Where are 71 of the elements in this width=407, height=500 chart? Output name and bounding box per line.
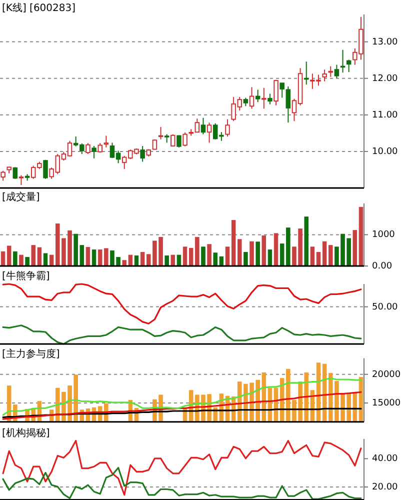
candlestick — [43, 159, 48, 180]
bar — [19, 254, 24, 266]
bar — [164, 255, 169, 266]
line-series — [2, 440, 362, 496]
line-series — [2, 378, 362, 416]
y-tick-label: 0.00 — [372, 261, 392, 272]
line-series — [2, 391, 362, 420]
candlestick — [328, 66, 334, 78]
bar — [182, 246, 188, 266]
candlestick — [346, 59, 352, 73]
candlestick — [176, 134, 182, 148]
bar — [256, 242, 260, 266]
candlestick — [262, 87, 266, 110]
candlestick — [140, 145, 145, 162]
chart-title: [K线] [600283] — [2, 2, 76, 14]
line-series — [2, 408, 362, 418]
bar — [225, 246, 230, 266]
candlestick — [86, 142, 90, 155]
y-tick-label: 11.00 — [372, 110, 398, 120]
candlestick — [158, 126, 164, 140]
bar — [274, 233, 278, 266]
y-tick-label: 1000 — [372, 230, 396, 240]
bar — [43, 253, 48, 266]
candlestick — [322, 69, 327, 82]
candlestick — [255, 89, 260, 103]
candlestick — [170, 134, 176, 147]
bar — [268, 249, 272, 266]
y-tick-label: 12.00 — [372, 74, 398, 84]
chart-title: [主力参与度] — [2, 348, 60, 360]
y-tick-label: 13.00 — [372, 37, 398, 48]
candlestick — [0, 170, 6, 182]
bar — [250, 241, 254, 266]
y-tick-label: 40.00 — [372, 454, 398, 464]
bar — [13, 251, 18, 266]
candlestick — [225, 118, 230, 137]
candlestick — [206, 122, 212, 144]
y-tick-label: 20.00 — [372, 482, 398, 492]
candlestick — [340, 49, 346, 74]
y-tick-label: 20000 — [372, 370, 401, 380]
text: 50.00 — [372, 302, 398, 312]
candlestick — [104, 135, 109, 148]
bar — [310, 246, 315, 266]
candlestick — [268, 93, 272, 105]
y-tick-label: 10.00 — [372, 146, 398, 157]
bar — [352, 230, 358, 266]
candlestick — [182, 132, 188, 147]
candlestick — [249, 86, 254, 110]
bar — [201, 246, 206, 266]
candlestick — [274, 79, 278, 106]
bar — [92, 249, 96, 266]
bar — [25, 256, 30, 266]
bar — [170, 254, 176, 266]
bar — [244, 252, 248, 266]
chart-title: [成交量] — [2, 191, 40, 203]
bar — [207, 244, 212, 266]
bar — [6, 246, 12, 266]
bar — [262, 235, 266, 266]
chart-title: [机构揭秘] — [2, 427, 50, 439]
bar — [176, 254, 182, 266]
bar — [304, 216, 308, 266]
bar — [86, 246, 90, 266]
candlestick — [12, 166, 18, 180]
candlestick — [18, 174, 24, 186]
chart-title: [牛熊争霸] — [2, 270, 50, 282]
candlestick — [304, 61, 309, 86]
y-tick-label: 15000 — [372, 398, 401, 408]
candlestick — [200, 117, 206, 135]
candlestick — [92, 145, 96, 159]
bar — [358, 206, 364, 266]
line-series — [2, 466, 362, 500]
candlestick — [334, 64, 340, 78]
